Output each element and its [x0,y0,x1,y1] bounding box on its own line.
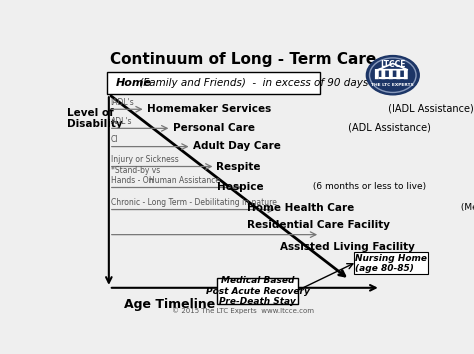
Text: ADL's: ADL's [110,117,132,126]
Text: Assisted Living Facility: Assisted Living Facility [280,242,415,252]
Text: © 2015 The LTC Experts  www.ltcce.com: © 2015 The LTC Experts www.ltcce.com [172,307,314,314]
Text: Human Assistance: Human Assistance [149,176,220,185]
Text: THE LTC EXPERTS: THE LTC EXPERTS [372,84,414,87]
Text: Medical Based
Post Acute Recovery
Pre-Death Stay: Medical Based Post Acute Recovery Pre-De… [206,276,310,306]
Text: (ADL Assistance): (ADL Assistance) [345,123,431,133]
Text: *Stand-by vs
Hands - On: *Stand-by vs Hands - On [110,166,160,185]
Text: Residential Care Facility: Residential Care Facility [246,221,390,230]
Text: Injury or Sickness: Injury or Sickness [110,155,178,164]
Text: Personal Care: Personal Care [173,123,255,133]
FancyBboxPatch shape [217,278,298,304]
Text: Respite: Respite [217,161,261,172]
Text: (Family and Friends)  -  in excess of 90 days: (Family and Friends) - in excess of 90 d… [137,78,369,88]
Text: Level of: Level of [66,108,113,118]
Text: (6 months or less to live): (6 months or less to live) [310,182,426,191]
Text: Continuum of Long - Term Care: Continuum of Long - Term Care [110,52,376,67]
Text: Home Health Care: Home Health Care [246,203,354,213]
Text: ▌▌▌▌▌: ▌▌▌▌▌ [374,69,411,79]
Text: Adult Day Care: Adult Day Care [193,141,281,151]
FancyBboxPatch shape [107,73,320,94]
Text: CI: CI [110,136,118,144]
Text: Home: Home [116,78,152,88]
Text: Hospice: Hospice [217,182,264,192]
Text: IADL's: IADL's [110,98,135,107]
Text: (IADL Assistance): (IADL Assistance) [385,104,474,114]
Text: Age Timeline: Age Timeline [124,298,215,311]
Text: Disability: Disability [66,119,122,129]
Text: (Medical Based Care): (Medical Based Care) [458,203,474,212]
Text: Chronic - Long Term - Debilitating in nature: Chronic - Long Term - Debilitating in na… [110,198,276,207]
Text: Nursing Home
(age 80-85): Nursing Home (age 80-85) [355,253,427,273]
Text: LTCCE: LTCCE [380,60,406,69]
Circle shape [366,56,419,95]
Text: Homemaker Services: Homemaker Services [147,104,272,114]
